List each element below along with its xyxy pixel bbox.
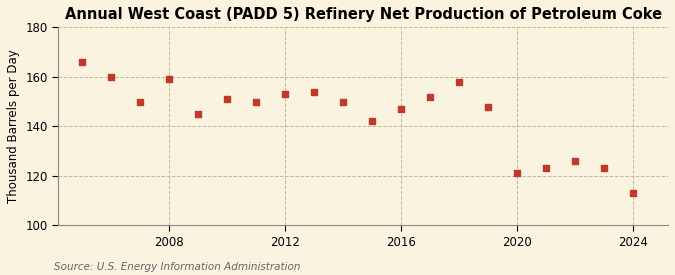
Point bbox=[483, 104, 493, 109]
Point bbox=[163, 77, 174, 81]
Point bbox=[76, 60, 87, 64]
Point bbox=[541, 166, 551, 170]
Point bbox=[221, 97, 232, 101]
Point bbox=[425, 94, 435, 99]
Y-axis label: Thousand Barrels per Day: Thousand Barrels per Day bbox=[7, 50, 20, 203]
Point bbox=[628, 191, 639, 196]
Title: Annual West Coast (PADD 5) Refinery Net Production of Petroleum Coke: Annual West Coast (PADD 5) Refinery Net … bbox=[65, 7, 662, 22]
Point bbox=[599, 166, 610, 170]
Point bbox=[454, 79, 464, 84]
Point bbox=[512, 171, 522, 175]
Point bbox=[279, 92, 290, 96]
Point bbox=[134, 99, 145, 104]
Point bbox=[105, 75, 116, 79]
Point bbox=[308, 89, 319, 94]
Point bbox=[367, 119, 377, 123]
Point bbox=[396, 107, 406, 111]
Text: Source: U.S. Energy Information Administration: Source: U.S. Energy Information Administ… bbox=[54, 262, 300, 272]
Point bbox=[250, 99, 261, 104]
Point bbox=[338, 99, 348, 104]
Point bbox=[570, 159, 580, 163]
Point bbox=[192, 112, 203, 116]
